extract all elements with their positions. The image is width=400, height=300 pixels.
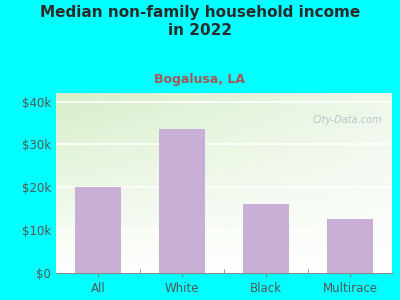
- Text: City-Data.com: City-Data.com: [312, 115, 382, 124]
- Bar: [243, 204, 289, 273]
- Bar: [327, 219, 373, 273]
- Text: Bogalusa, LA: Bogalusa, LA: [154, 74, 246, 86]
- Text: Median non-family household income
in 2022: Median non-family household income in 20…: [40, 4, 360, 38]
- Bar: [75, 187, 121, 273]
- Bar: [159, 129, 205, 273]
